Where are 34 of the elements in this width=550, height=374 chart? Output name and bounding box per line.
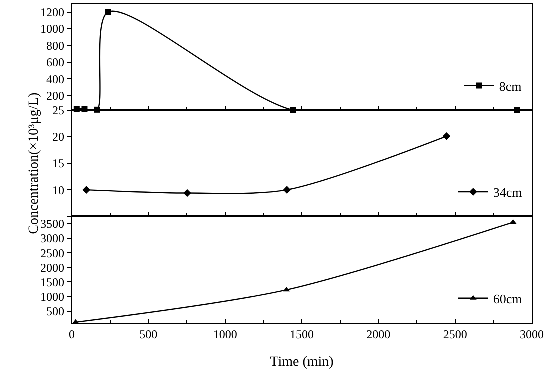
y-axis-title: Concentration(×10³μg/L)	[27, 92, 42, 234]
x-tick-label: 0	[69, 328, 75, 342]
y-tick-label: 3500	[40, 217, 64, 232]
x-tick-label: 1000	[213, 328, 238, 342]
legend-label: 34cm	[493, 185, 522, 200]
x-tick-label: 1500	[290, 328, 314, 342]
x-tick-label: 3000	[520, 328, 544, 342]
y-tick-label: 500	[46, 304, 64, 319]
x-axis-title: Time (min)	[270, 354, 334, 370]
y-tick-label: 2500	[40, 246, 64, 260]
x-tick-label: 500	[140, 328, 158, 342]
y-tick-label: 25	[52, 104, 64, 118]
y-tick-label: 3000	[40, 232, 64, 246]
point	[82, 186, 90, 194]
legend-label: 60cm	[493, 291, 522, 306]
y-tick-label: 10	[52, 183, 64, 198]
y-tick-label: 400	[46, 72, 64, 86]
y-tick-label: 20	[52, 130, 64, 144]
point	[184, 189, 192, 198]
y-tick-label: 200	[46, 88, 64, 103]
point	[442, 132, 451, 140]
y-tick-label: 1000	[40, 290, 64, 304]
legend-label: 8cm	[499, 78, 522, 94]
y-tick-label: 600	[46, 56, 64, 70]
point	[105, 9, 112, 16]
y-tick-label: 800	[46, 38, 64, 53]
x-tick-label: 2000	[366, 328, 391, 342]
y-tick-label: 1000	[40, 22, 64, 36]
point	[283, 186, 292, 194]
y-tick-label: 1500	[40, 275, 64, 290]
y-tick-label: 1200	[40, 6, 64, 20]
y-tick-label: 2000	[40, 260, 64, 275]
y-tick-label: 15	[52, 156, 64, 171]
x-tick-label: 2500	[443, 328, 468, 342]
